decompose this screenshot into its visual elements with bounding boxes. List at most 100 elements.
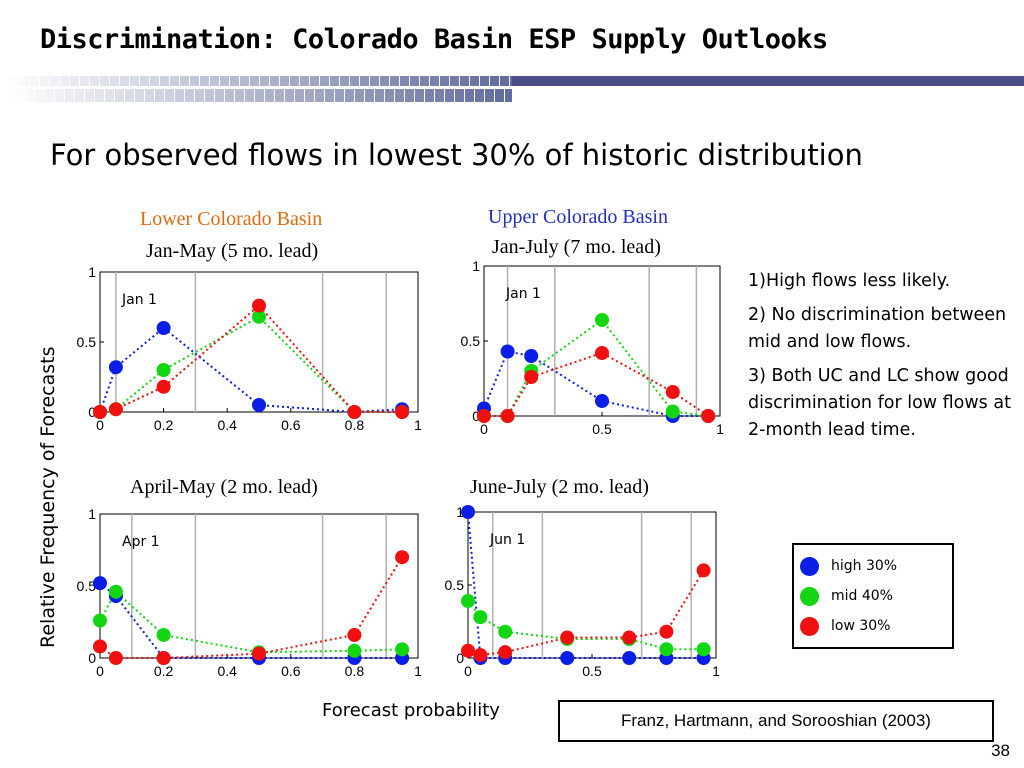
data-point-low [347,405,362,419]
data-point-mid [498,624,513,639]
data-point-low [622,630,637,645]
series-line-high [99,326,403,414]
x-tick-label: 0 [464,663,472,679]
note-item: 1)High flows less likely. [748,271,951,291]
data-point-low [696,563,711,578]
panel-3-title: April-May (2 mo. lead) [130,476,318,498]
data-point-high [622,651,637,665]
y-tick-label: 0 [456,650,464,666]
plot-frame [483,265,721,417]
y-tick-label: 0.5 [445,577,465,593]
x-tick-label: 0.8 [345,663,365,679]
legend-label: high 30% [831,558,898,574]
data-point-mid [473,610,488,625]
x-tick-label: 0.6 [281,663,301,679]
data-point-low [500,409,515,423]
legend-marker [800,556,819,576]
data-point-high [108,360,123,375]
note-item: 3) Both UC and LC show good discriminati… [748,366,1011,440]
data-point-mid [156,363,171,377]
lower-basin-label: Lower Colorado Basin [140,208,323,230]
data-point-mid [665,404,680,419]
data-point-high [93,576,107,591]
data-point-low [395,405,410,419]
legend-marker [800,586,819,606]
banner-solid-bars [512,76,1024,102]
data-point-mid [696,642,711,657]
y-tick-label: 1 [456,504,464,520]
data-point-low [461,643,475,658]
y-tick-label: 0.5 [461,333,481,349]
data-point-low [395,550,410,565]
data-point-low [665,385,680,399]
x-tick-label: 0.2 [154,417,174,433]
upper-basin-label: Upper Colorado Basin [488,206,668,228]
data-point-mid [252,309,266,324]
data-point-mid [108,584,123,599]
legend-label: low 30% [831,618,891,634]
banner-gradient-strip [0,76,512,102]
data-point-low [701,409,716,423]
data-point-mid [395,642,410,657]
data-point-high [524,349,539,363]
legend-item-mid: mid 40% [800,585,893,607]
x-tick-label: 0 [96,663,104,679]
data-point-high [461,505,475,519]
data-point-low [498,645,513,660]
data-point-low [524,370,539,384]
x-tick-label: 1 [712,663,720,679]
series-line-mid [99,590,403,654]
panel-annotation: Jan 1 [121,292,157,308]
data-point-high [595,394,609,408]
note-item: 2) No discrimination between mid and low… [748,305,1007,352]
plot-frame [99,513,419,659]
x-axis-label: Forecast probability [322,700,500,721]
y-tick-label: 0 [88,404,96,420]
data-point-mid [595,313,609,327]
series-line-low [484,351,709,417]
data-point-low [473,648,488,663]
x-tick-label: 1 [716,421,724,437]
data-point-low [252,298,266,313]
panel-2-title: Jan-July (7 mo. lead) [492,236,661,258]
legend-marker [800,616,819,636]
panel-annotation: Apr 1 [122,534,160,550]
data-point-high [560,651,575,665]
notes-list: 1)High flows less likely. 2) No discrimi… [748,268,1016,451]
slide-title: Discrimination: Colorado Basin ESP Suppl… [40,24,828,55]
x-tick-label: 1 [414,663,422,679]
series-line-high [99,582,403,659]
data-point-low [560,630,575,645]
data-point-high [156,321,171,335]
x-tick-label: 0.4 [217,417,237,433]
y-tick-label: 0.5 [77,578,97,594]
y-tick-label: 1 [472,258,480,274]
data-point-mid [659,642,674,657]
data-point-low [595,346,609,360]
chart-panel-june-july: 0 0.5 1 0 0.5 1 Jun 1 [445,504,721,679]
data-point-low [108,651,123,665]
panel-annotation: Jun 1 [489,532,525,548]
data-point-low [93,405,107,419]
x-tick-label: 0 [96,417,104,433]
data-point-high [252,398,266,412]
legend-box: high 30% mid 40% low 30% [792,543,954,649]
citation-box: Franz, Hartmann, and Sorooshian (2003) [558,700,994,742]
data-point-mid [461,594,475,609]
data-point-mid [93,613,107,628]
y-tick-label: 0 [88,650,96,666]
citation-text: Franz, Hartmann, and Sorooshian (2003) [621,711,931,730]
data-point-low [93,639,107,654]
data-point-mid [156,627,171,642]
x-tick-label: 0.6 [281,417,301,433]
y-axis-label: Relative Frequency of Forecasts [37,346,59,648]
y-tick-label: 1 [88,506,96,522]
data-point-low [156,379,171,394]
series-line-high [483,350,709,417]
page-number: 38 [991,741,1010,760]
x-tick-label: 0.5 [592,421,612,437]
data-point-mid [347,643,362,658]
y-tick-label: 0 [472,408,480,424]
data-point-low [659,624,674,639]
x-tick-label: 0.2 [154,663,174,679]
